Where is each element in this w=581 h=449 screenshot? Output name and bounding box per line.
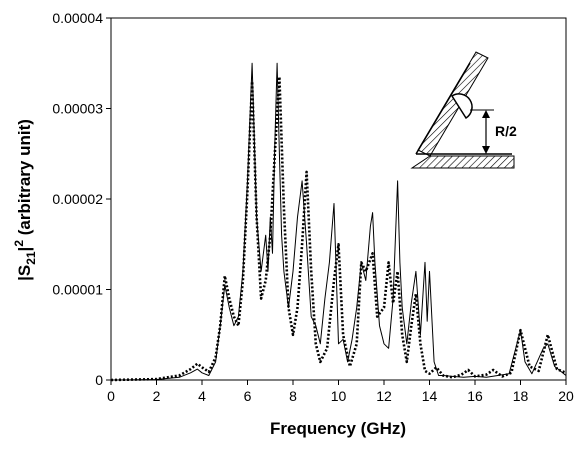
x-tick-label: 14 <box>422 388 438 404</box>
y-tick-label: 0.00004 <box>52 10 103 26</box>
x-tick-label: 8 <box>289 388 297 404</box>
inner-edge-inclined <box>415 62 471 155</box>
y-tick-label: 0.00001 <box>52 282 103 298</box>
x-tick-label: 12 <box>376 388 392 404</box>
x-tick-label: 18 <box>513 388 529 404</box>
y-axis-title: |S21|2 (arbitrary unit) <box>12 119 38 281</box>
y-tick-label: 0 <box>95 372 103 388</box>
inclined-wall <box>417 51 489 157</box>
plot-area <box>110 17 567 381</box>
x-axis: 0 2 4 6 8 10 12 14 16 18 20 <box>107 380 574 404</box>
series-line-2 <box>110 75 567 382</box>
inset-label: R/2 <box>495 123 517 139</box>
y-axis: 0 0.00001 0.00002 0.00003 0.00004 <box>52 10 111 388</box>
x-tick-label: 2 <box>153 388 161 404</box>
x-tick-label: 4 <box>198 388 206 404</box>
arrow-head-down <box>482 146 490 154</box>
x-tick-label: 0 <box>107 388 115 404</box>
series-layer <box>110 62 567 382</box>
inset-schematic: R/2 <box>410 51 517 169</box>
series-line-1 <box>110 62 567 381</box>
y-tick-label: 0.00002 <box>52 191 103 207</box>
arrow-head-up <box>482 110 490 118</box>
x-tick-label: 20 <box>558 388 574 404</box>
x-tick-label: 6 <box>244 388 252 404</box>
x-tick-label: 16 <box>467 388 483 404</box>
hemispherical-bump <box>450 93 473 120</box>
ground-plane <box>410 155 515 169</box>
x-axis-title: Frequency (GHz) <box>270 419 406 438</box>
y-tick-label: 0.00003 <box>52 101 103 117</box>
x-tick-label: 10 <box>331 388 347 404</box>
